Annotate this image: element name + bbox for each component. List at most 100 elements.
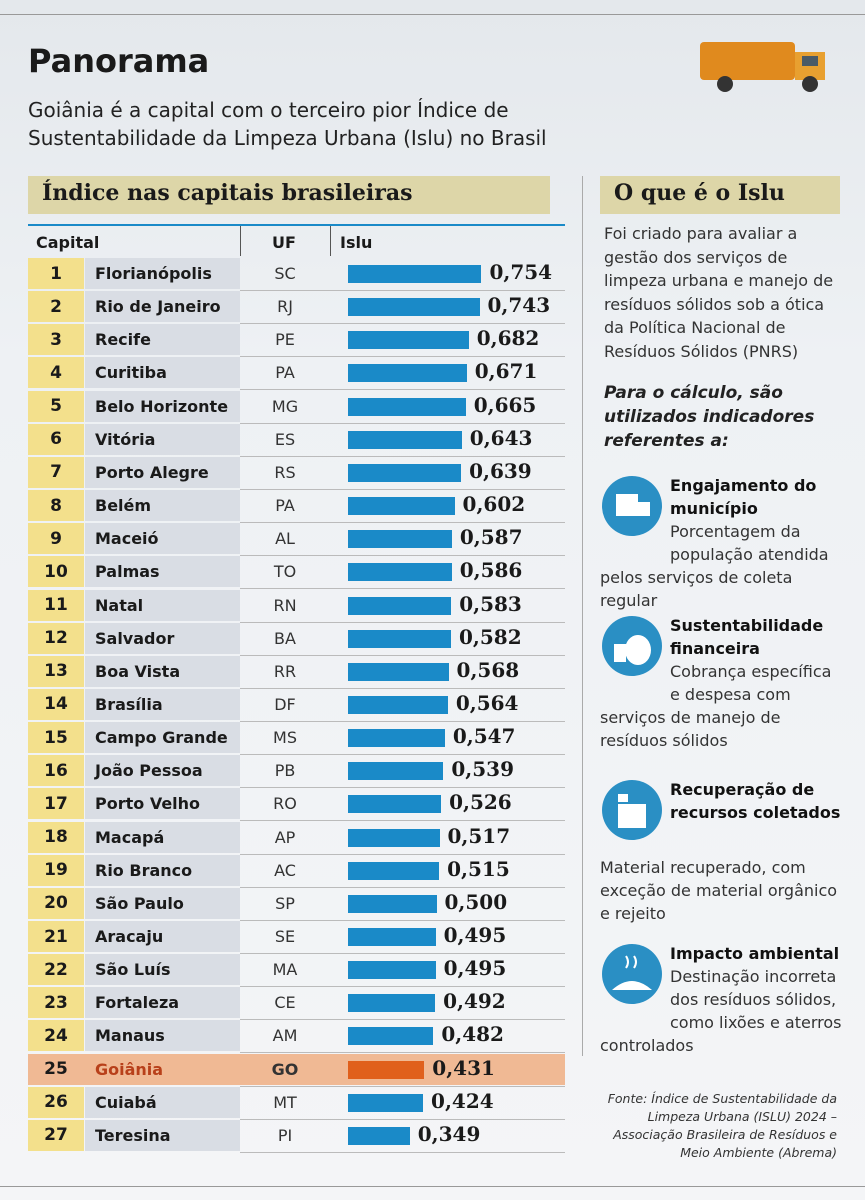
- rank-cell: 25: [44, 1059, 68, 1080]
- row-rule: [240, 1052, 565, 1054]
- uf-cell: PA: [275, 363, 295, 383]
- capital-cell: Belo Horizonte: [85, 390, 240, 422]
- islu-label: 0,517: [447, 823, 511, 848]
- uf-cell: PI: [277, 1125, 293, 1145]
- rank-cell: 2: [28, 291, 84, 323]
- uf-cell: PE: [275, 330, 295, 350]
- indicator-description: Material recuperado, com exceção de mate…: [600, 858, 838, 923]
- islu-label: 0,495: [443, 923, 507, 947]
- indicator-icon: [602, 944, 662, 1004]
- row-rule: [240, 1151, 565, 1153]
- indicator-icon: [602, 780, 662, 840]
- rank-cell: 18: [28, 821, 84, 853]
- islu-bar: [348, 1126, 410, 1145]
- uf-cell: TO: [273, 562, 297, 582]
- uf-cell: SC: [274, 264, 296, 283]
- row-rule: [240, 621, 565, 623]
- islu-label: 0,743: [487, 293, 551, 318]
- bottom-rule: [0, 1186, 865, 1187]
- rank-cell: 26: [28, 1086, 84, 1118]
- capital-cell: Cuiabá: [85, 1086, 240, 1118]
- rank-cell: 21: [28, 921, 84, 952]
- islu-bar: [348, 729, 445, 748]
- rank-cell: 15: [28, 722, 84, 754]
- capital-cell: Goiânia: [95, 1059, 164, 1079]
- row-rule: [240, 654, 565, 656]
- capital-cell: Fortaleza: [85, 987, 240, 1019]
- column-header: Islu: [340, 232, 373, 252]
- uf-cell: MG: [271, 396, 299, 416]
- indicator-description: Cobrança específica e despesa com serviç…: [600, 662, 832, 750]
- indicator: Recuperação de recursos coletados Materi…: [600, 778, 845, 925]
- islu-bar: [348, 596, 452, 615]
- row-rule: [240, 588, 565, 590]
- row-rule: [240, 1085, 565, 1087]
- column-divider: [240, 226, 241, 256]
- indicator: Impacto ambiental Destinação incorreta d…: [600, 942, 845, 1057]
- capital-cell: João Pessoa: [85, 755, 240, 787]
- capital-cell: Macapá: [85, 821, 240, 853]
- capital-cell: Natal: [85, 589, 240, 621]
- rank-cell: 6: [28, 423, 84, 455]
- rank-cell: 4: [28, 357, 84, 389]
- islu-bar: [348, 861, 440, 880]
- islu-bar: [348, 994, 436, 1013]
- row-rule: [240, 953, 565, 954]
- indicator-title: Recuperação de recursos coletados: [670, 780, 841, 822]
- islu-bar: [348, 530, 452, 549]
- row-rule: [240, 720, 565, 722]
- column-header: Capital: [36, 232, 100, 252]
- islu-bar: [348, 828, 440, 847]
- uf-cell: AP: [274, 827, 296, 847]
- rank-cell: 9: [28, 523, 84, 555]
- capital-cell: Belém: [85, 490, 240, 522]
- uf-cell: SE: [274, 927, 296, 946]
- islu-label: 0,349: [417, 1121, 481, 1146]
- capital-cell: São Paulo: [85, 887, 240, 919]
- islu-label: 0,754: [489, 260, 553, 284]
- islu-bar: [348, 298, 480, 317]
- sidebar-lead: Para o cálculo, são utilizados indicador…: [604, 383, 815, 451]
- uf-cell: AM: [272, 1026, 298, 1046]
- rank-cell: 10: [28, 556, 84, 588]
- row-rule: [240, 886, 565, 888]
- indicator-title: Engajamento do município: [670, 476, 817, 518]
- table-title: Índice nas capitais brasileiras: [28, 176, 550, 214]
- islu-label: 0,568: [456, 657, 520, 682]
- indicator: Sustentabilidade financeira Cobrança esp…: [600, 614, 845, 752]
- rank-cell: 19: [28, 854, 84, 886]
- indicator-title: Impacto ambiental: [670, 944, 840, 963]
- islu-label: 0,682: [476, 326, 540, 351]
- sidebar-intro: Foi criado para avaliar a gestão dos ser…: [604, 224, 834, 361]
- uf-cell: RJ: [277, 297, 293, 317]
- islu-label: 0,587: [459, 525, 523, 550]
- rank-cell: 12: [28, 622, 84, 654]
- rank-cell: 20: [28, 887, 84, 919]
- capital-cell: Brasília: [85, 688, 240, 720]
- islu-label: 0,665: [473, 392, 537, 417]
- row-rule: [240, 290, 565, 291]
- capital-cell: Porto Velho: [85, 788, 240, 820]
- row-rule: [240, 687, 565, 689]
- islu-label: 0,671: [474, 359, 538, 384]
- rank-cell: 14: [28, 688, 84, 720]
- islu-label: 0,495: [443, 956, 507, 981]
- uf-cell: SP: [275, 893, 295, 913]
- islu-label: 0,583: [459, 591, 522, 616]
- subtitle: Goiânia é a capital com o terceiro pior …: [28, 96, 547, 152]
- rank-cell: 1: [28, 258, 84, 289]
- capital-cell: Porto Alegre: [85, 456, 240, 488]
- islu-bar: [348, 1093, 424, 1112]
- capital-cell: Curitiba: [85, 357, 240, 389]
- islu-label: 0,643: [469, 425, 533, 450]
- rank-cell: 11: [28, 589, 84, 621]
- row-rule: [240, 389, 565, 391]
- uf-cell: RS: [274, 462, 296, 482]
- subtitle-line: Sustentabilidade da Limpeza Urbana (Islu…: [28, 126, 547, 150]
- row-rule: [240, 1019, 565, 1021]
- islu-label: 0,639: [469, 458, 532, 483]
- rank-cell: 22: [28, 954, 84, 986]
- indicator-icon: [602, 616, 662, 676]
